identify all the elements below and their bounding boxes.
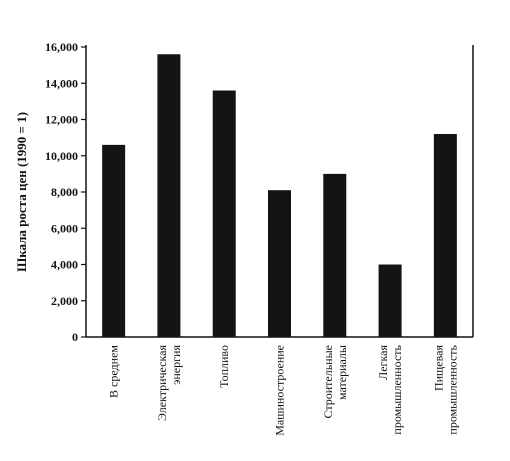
category-label: Легкая промышленность [376,344,404,434]
category-label-line: промышленность [390,344,404,434]
y-tick-label: 2,000 [51,294,78,308]
bar [268,190,291,337]
bar [212,90,236,337]
category-label-line: Машиностроение [273,345,287,436]
y-tick-label: 4,000 [51,258,78,272]
y-axis-ticks: 0 2,000 4,000 6,000 8,000 10,000 12,000 14,000 1… [45,40,86,344]
category-label-line: промышленность [445,344,459,434]
category-label-line: энергия [169,345,183,385]
y-tick-label: 0 [72,330,78,344]
bar [433,134,457,337]
bar [102,144,126,337]
category-label-line: В среднем [107,345,121,398]
category-label: Строительные материалы [321,345,349,419]
x-axis-labels: В среднем Электрическая энергия Топливо Маши… [107,344,460,435]
y-tick-label: 10,000 [45,149,78,163]
category-label-line: Топливо [217,345,231,388]
y-tick-label: 16,000 [45,40,78,54]
category-label: Электрическая энергия [155,345,183,422]
y-axis-title: Шкала роста цен (1990 = 1) [14,112,29,272]
category-label-line: Электрическая [155,345,169,422]
category-label-line: материалы [335,345,349,400]
category-label-line: Строительные [321,345,335,419]
y-tick-label: 6,000 [51,221,78,235]
bar [323,173,347,337]
bars [102,54,457,337]
y-tick-label: 14,000 [45,76,78,90]
category-label: В среднем [107,345,121,398]
category-label-line: Пищевая [431,345,445,391]
category-label: Пищевая промышленность [431,344,459,434]
bar [157,54,181,337]
y-tick-label: 8,000 [51,185,78,199]
category-label: Топливо [217,345,231,388]
category-label-line: Легкая [376,345,390,380]
y-tick-label: 12,000 [45,113,78,127]
category-label: Машиностроение [273,345,287,436]
bar [378,264,402,337]
